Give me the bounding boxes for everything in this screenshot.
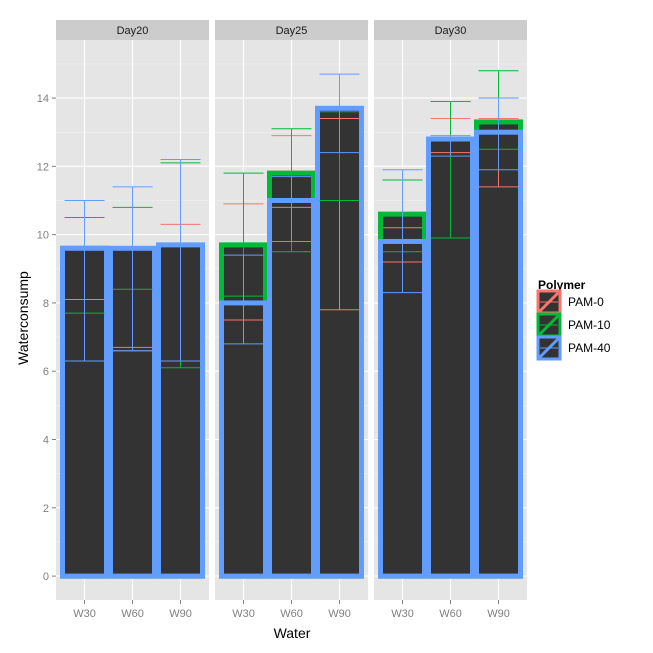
error-bar-pam-40-w90 — [319, 73, 360, 154]
x-tick-label: W90 — [169, 608, 192, 620]
y-tick-label: 12 — [37, 161, 49, 173]
x-axis: W30 W60 W90 W30 W60 W90 W30 W60 W90 — [73, 600, 510, 620]
x-axis-title: Water — [274, 625, 311, 641]
x-tick-label: W90 — [487, 608, 510, 620]
legend-item-pam-0: PAM-0 — [536, 289, 604, 315]
legend-label: PAM-10 — [568, 318, 611, 332]
error-bar-pam-10-w60 — [430, 100, 471, 239]
bar-pam-40-w60 — [267, 197, 316, 579]
y-tick-label: 2 — [43, 503, 49, 515]
error-bar-pam-40-w60 — [430, 135, 471, 157]
legend: Polymer PAM-0 PAM-10 PAM-40 — [536, 278, 611, 361]
y-axis-title: Waterconsump — [15, 271, 31, 365]
facet-strip — [374, 20, 527, 40]
x-tick-label: W90 — [328, 608, 351, 620]
facet-panel-day20: Day20 — [56, 20, 209, 600]
error-bar-pam-40-w90 — [160, 159, 201, 362]
y-tick-label: 10 — [37, 230, 49, 242]
y-tick-label: 0 — [43, 571, 49, 583]
y-axis: 0 2 4 6 8 10 12 14 — [37, 93, 56, 583]
legend-item-pam-10: PAM-10 — [536, 312, 611, 338]
x-tick-label: W30 — [232, 608, 255, 620]
y-tick-label: 4 — [43, 435, 49, 447]
facet-strip-label: Day20 — [117, 25, 149, 37]
legend-item-pam-40: PAM-40 — [536, 335, 611, 361]
x-tick-label: W60 — [121, 608, 144, 620]
facet-strip-label: Day25 — [276, 25, 308, 37]
error-bar-pam-40-w90 — [478, 97, 519, 171]
legend-label: PAM-40 — [568, 341, 611, 355]
bar-group — [219, 105, 364, 579]
error-bar-group — [64, 159, 201, 369]
facet-strip — [215, 20, 368, 40]
legend-label: PAM-0 — [568, 295, 604, 309]
error-bar-group — [382, 70, 519, 294]
error-bar-pam-40-w60 — [112, 186, 153, 352]
bar-pam-40-w90 — [474, 129, 523, 579]
facet-strip — [56, 20, 209, 40]
error-bar-group — [223, 73, 360, 345]
x-tick-label: W30 — [391, 608, 414, 620]
x-tick-label: W60 — [439, 608, 462, 620]
x-tick-label: W30 — [73, 608, 96, 620]
facet-panel-day30: Day30 — [374, 20, 527, 600]
facet-panel-day25: Day25 — [215, 20, 368, 600]
chart-panels: Day20 Day25 Day30 — [56, 20, 527, 600]
y-tick-label: 8 — [43, 298, 49, 310]
y-tick-label: 14 — [37, 93, 49, 105]
error-bar-pam-40-w30 — [382, 169, 423, 294]
error-bar-pam-40-w60 — [271, 176, 312, 242]
error-bar-pam-40-w30 — [223, 254, 264, 345]
error-bar-pam-40-w30 — [64, 199, 105, 362]
y-tick-label: 6 — [43, 366, 49, 378]
x-tick-label: W60 — [280, 608, 303, 620]
legend-title: Polymer — [538, 278, 586, 292]
facet-strip-label: Day30 — [435, 25, 467, 37]
